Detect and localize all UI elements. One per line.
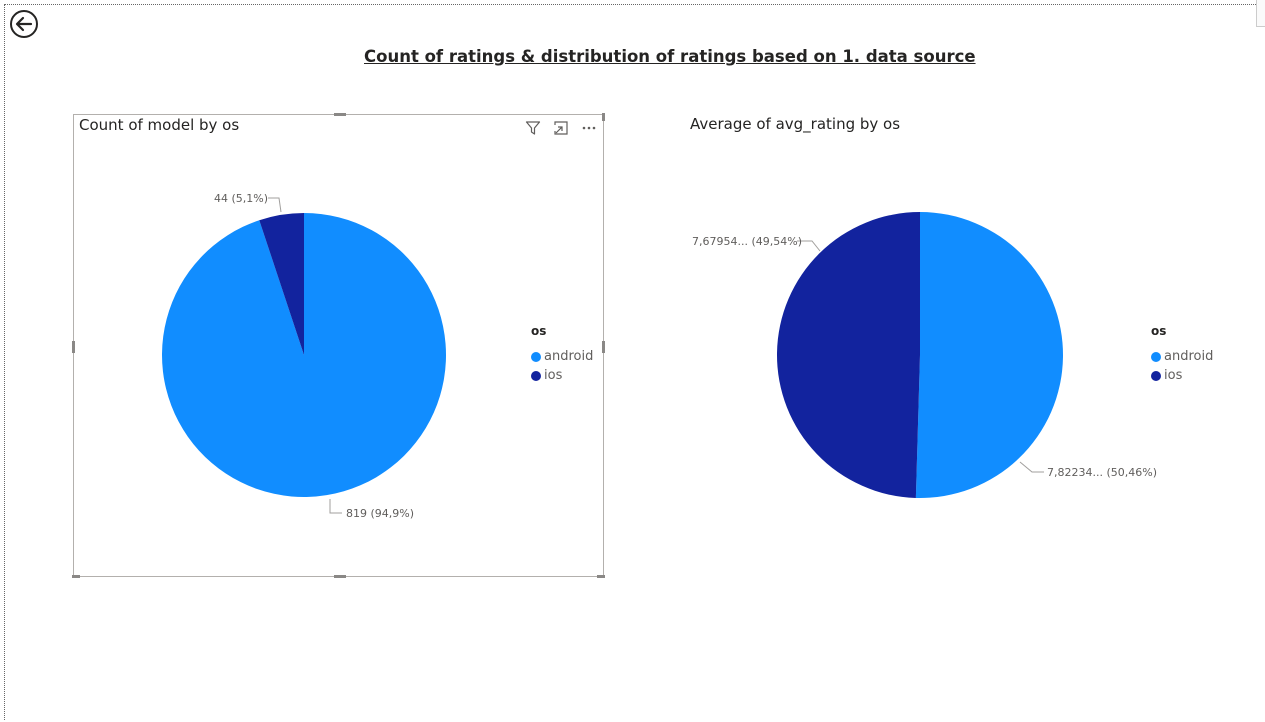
legend-marker [531,370,541,381]
visual-title: Count of model by os [79,116,240,134]
back-arrow-icon[interactable] [9,9,39,39]
data-label-ios: 44 (5,1%) [214,192,269,205]
page-title: Count of ratings & distribution of ratin… [364,47,976,66]
pie-slice-ios[interactable] [776,212,920,498]
legend-label: android [544,349,594,364]
legend-marker [1151,351,1161,362]
legend-marker [1151,370,1161,381]
data-label-android: 7,82234... (50,46%) [1047,466,1157,479]
legend-item-android[interactable]: android [1151,344,1213,369]
resize-handle-top-right[interactable] [602,113,605,121]
resize-handle-bottom[interactable] [334,575,346,578]
legend-label: android [1164,349,1214,364]
pie-slice-ios[interactable] [259,213,304,355]
focus-mode-icon[interactable] [551,119,571,137]
resize-handle-bottom-left[interactable] [72,575,80,578]
resize-handle-top[interactable] [334,113,346,116]
legend-2: os android ios [1151,324,1213,388]
leader-line [329,499,342,514]
leader-line [797,240,821,252]
legend-item-android[interactable]: android [531,344,593,369]
visual-title: Average of avg_rating by os [690,115,901,133]
more-options-icon[interactable] [579,119,599,137]
pie-chart-count-by-os[interactable]: Count of model by os [72,113,605,578]
data-label-android: 819 (94,9%) [346,507,415,520]
visual-header [523,119,599,137]
pie-chart-avg-rating-by-os[interactable]: Average of avg_rating by os [685,114,1225,577]
legend-label: ios [1164,368,1183,383]
pie-slice-android[interactable] [915,212,1063,498]
legend-label: ios [544,368,563,383]
leader-line [1019,461,1044,473]
resize-handle-left[interactable] [72,341,75,353]
legend-item-ios[interactable]: ios [1151,363,1213,388]
legend-marker [531,351,541,362]
filter-icon[interactable] [523,119,543,137]
resize-handle-right[interactable] [602,341,605,353]
pane-edge [1256,0,1265,27]
legend-item-ios[interactable]: ios [531,363,593,388]
legend-title: os [531,324,547,338]
resize-handle-bottom-right[interactable] [597,575,605,578]
leader-line [268,197,282,213]
legend-1: os android ios [531,324,593,388]
legend-title: os [1151,324,1167,338]
report-canvas [4,4,1260,720]
data-label-ios: 7,67954... (49,54%) [692,235,802,248]
